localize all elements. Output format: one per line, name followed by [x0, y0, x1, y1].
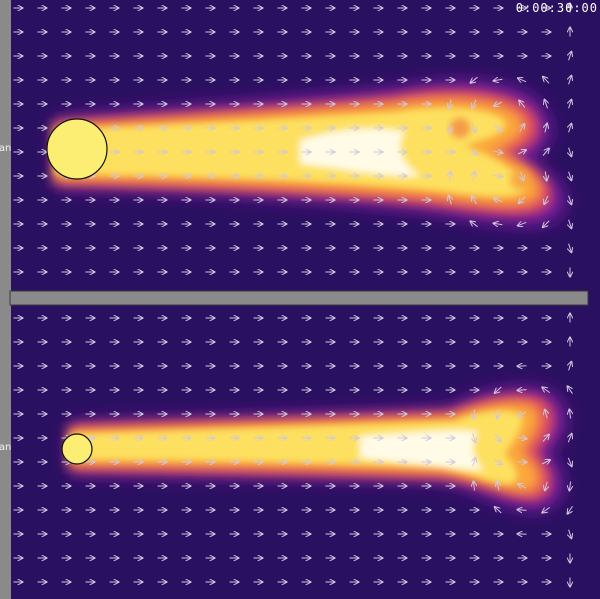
arrow-icon [497, 409, 499, 419]
arrow-icon [569, 124, 572, 133]
arrow-icon [517, 437, 527, 438]
arrow-icon [472, 196, 477, 205]
arrow-icon [495, 507, 502, 514]
arrow-icon [497, 482, 499, 491]
arrow-icon [542, 435, 549, 442]
arrow-icon [474, 482, 475, 491]
fan-label-top: Fan [0, 143, 12, 154]
arrow-icon [494, 223, 503, 224]
arrow-icon [472, 99, 476, 108]
arrow-icon [494, 102, 503, 106]
arrow-icon [494, 79, 503, 81]
arrow-icon [568, 506, 573, 513]
arrow-icon [450, 172, 451, 181]
arrow-icon [569, 171, 572, 181]
fan-circle-icon[interactable] [61, 433, 93, 465]
arrow-icon [569, 52, 572, 61]
arrow-icon [471, 76, 478, 83]
arrow-icon [569, 195, 572, 205]
arrow-icon [569, 76, 572, 85]
fan-circle-icon[interactable] [46, 118, 108, 180]
arrow-icon [473, 433, 476, 442]
plume-bottom [70, 387, 567, 511]
arrow-icon [569, 529, 572, 539]
arrow-icon [474, 409, 475, 419]
arrow-icon [519, 101, 526, 108]
arrow-icon [518, 390, 527, 391]
arrow-icon [473, 458, 476, 467]
arrow-icon [518, 484, 527, 488]
arrow-icon [542, 149, 549, 156]
arrow-icon [569, 147, 572, 157]
arrow-icon [569, 219, 572, 229]
arrow-icon [545, 410, 547, 419]
arrow-icon [494, 198, 503, 201]
arrow-icon [517, 150, 526, 154]
arrow-icon [542, 506, 550, 512]
left-wall [0, 0, 11, 599]
arrow-icon [518, 510, 527, 511]
arrow-icon [569, 410, 570, 419]
arrow-icon [520, 124, 525, 133]
arrow-icon [568, 457, 571, 466]
arrow-icon [542, 387, 550, 394]
arrow-icon [521, 171, 524, 180]
arrow-icon [495, 386, 502, 393]
arrow-icon [545, 481, 547, 491]
arrow-icon [518, 222, 527, 225]
arrow-icon [449, 196, 452, 205]
arrow-icon [493, 459, 502, 465]
arrow-icon [493, 176, 503, 177]
arrow-icon [569, 481, 570, 491]
arrow-icon [543, 220, 550, 227]
arrow-icon [518, 78, 527, 82]
arrow-icon [473, 172, 475, 181]
arrow-icon [545, 124, 547, 133]
arrow-icon [517, 462, 527, 463]
arrow-icon [473, 123, 476, 133]
fan-top[interactable] [46, 118, 108, 180]
arrow-icon [569, 100, 572, 109]
arrow-icon [568, 434, 571, 443]
arrow-icon [493, 151, 503, 153]
arrow-icon [470, 148, 478, 155]
arrow-icon [519, 196, 526, 203]
arrow-icon [545, 171, 546, 181]
fan-label-bottom: Fan [0, 442, 12, 453]
arrow-icon [449, 99, 451, 109]
arrow-icon [544, 195, 548, 204]
arrow-icon [569, 243, 572, 253]
arrow-icon [495, 434, 501, 441]
arrow-icon [545, 100, 548, 109]
fan-bottom[interactable] [61, 433, 93, 465]
arrow-icon [541, 460, 550, 464]
arrow-icon [543, 77, 550, 84]
velocity-field [13, 4, 573, 587]
arrow-icon [470, 221, 478, 228]
arrow-icon [568, 386, 573, 394]
arrow-icon [494, 124, 501, 130]
arrow-icon [449, 123, 451, 133]
arrow-icon [518, 412, 527, 416]
arrow-icon [569, 362, 572, 371]
divider-wall [9, 290, 589, 306]
timer-readout: 0:00:30:00 [515, 1, 598, 15]
